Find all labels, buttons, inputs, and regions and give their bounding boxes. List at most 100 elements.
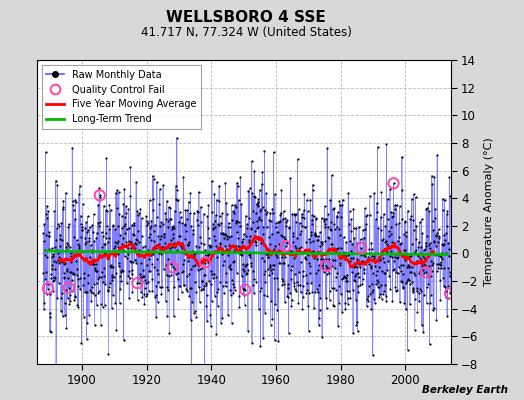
Point [110, 264, 118, 270]
Point [138, 278, 146, 284]
Point [444, 240, 453, 246]
Point [58, 258, 66, 265]
Point [63, 266, 72, 272]
Point [235, 197, 243, 204]
Point [403, 254, 411, 261]
Point [398, 187, 406, 193]
Text: WELLSBORO 4 SSE: WELLSBORO 4 SSE [167, 10, 326, 25]
Point [244, 214, 253, 221]
Point [322, 304, 331, 311]
Point [433, 260, 441, 267]
Point [160, 231, 168, 238]
Point [378, 255, 387, 261]
Point [250, 275, 259, 282]
Point [138, 232, 146, 239]
Point [289, 280, 298, 286]
Point [139, 267, 147, 274]
Point [432, 233, 440, 240]
Point [67, 258, 75, 265]
Point [150, 238, 158, 244]
Point [360, 270, 368, 276]
Point [385, 228, 393, 234]
Point [59, 270, 68, 276]
Point [71, 293, 79, 300]
Point [81, 289, 89, 296]
Point [222, 200, 231, 206]
Point [239, 292, 248, 298]
Point [216, 240, 224, 246]
Point [389, 265, 398, 272]
Point [276, 211, 285, 218]
Point [148, 261, 156, 267]
Point [399, 271, 407, 277]
Point [225, 241, 234, 248]
Point [383, 267, 391, 274]
Point [242, 232, 250, 239]
Point [200, 282, 208, 289]
Point [88, 247, 96, 253]
Point [320, 216, 329, 222]
Point [364, 254, 372, 261]
Point [66, 292, 74, 298]
Point [403, 347, 412, 353]
Point [92, 261, 100, 267]
Point [158, 220, 167, 227]
Point [113, 205, 122, 212]
Point [225, 264, 233, 270]
Point [120, 223, 128, 229]
Point [277, 250, 285, 256]
Point [73, 237, 81, 243]
Point [359, 235, 368, 241]
Point [444, 265, 452, 271]
Point [430, 238, 439, 245]
Point [52, 177, 60, 184]
Point [274, 228, 282, 235]
Point [409, 286, 418, 293]
Point [314, 322, 323, 328]
Point [419, 253, 427, 259]
Point [203, 318, 211, 324]
Point [410, 270, 419, 276]
Point [320, 203, 329, 209]
Point [438, 250, 446, 256]
Point [105, 284, 113, 290]
Point [259, 204, 267, 210]
Point [233, 218, 242, 224]
Point [170, 312, 178, 319]
Point [311, 288, 320, 295]
Point [73, 276, 82, 282]
Point [355, 274, 363, 280]
Point [126, 245, 135, 251]
Point [93, 219, 102, 226]
Point [185, 210, 194, 217]
Point [217, 250, 226, 257]
Point [115, 189, 123, 196]
Point [252, 279, 260, 286]
Point [222, 279, 231, 286]
Point [340, 273, 348, 279]
Point [427, 273, 435, 279]
Point [340, 249, 348, 256]
Point [196, 233, 204, 240]
Text: Berkeley Earth: Berkeley Earth [422, 385, 508, 395]
Point [57, 295, 66, 302]
Point [238, 236, 247, 243]
Point [103, 288, 112, 294]
Point [336, 201, 344, 208]
Point [149, 251, 158, 258]
Point [248, 340, 256, 346]
Point [163, 218, 172, 224]
Point [345, 208, 354, 214]
Point [324, 270, 333, 276]
Point [170, 225, 178, 231]
Point [405, 264, 413, 270]
Point [408, 264, 417, 270]
Point [234, 243, 243, 250]
Point [165, 272, 173, 279]
Point [370, 190, 378, 196]
Point [412, 288, 421, 294]
Point [187, 223, 195, 229]
Point [309, 248, 318, 254]
Point [64, 284, 73, 291]
Point [244, 267, 252, 273]
